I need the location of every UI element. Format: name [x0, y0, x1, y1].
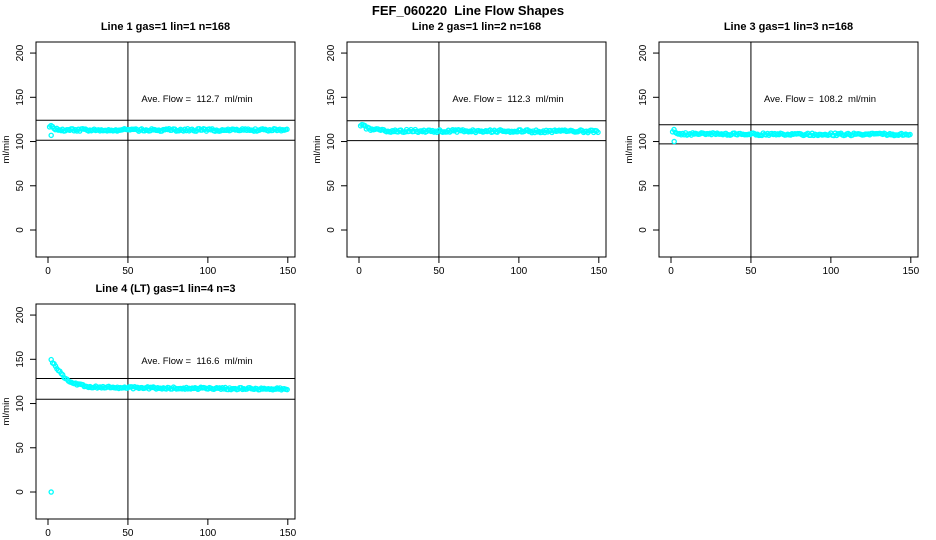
x-axis: 0 50 100 150 — [668, 257, 920, 276]
x-tick-label: 100 — [200, 528, 217, 538]
x-tick-label: 50 — [122, 528, 134, 538]
y-tick-label: 100 — [326, 133, 337, 150]
x-tick-label: 150 — [590, 266, 607, 276]
plot-area: 0 50 100 150 0 50 100 150 200 ml/min — [1, 303, 297, 538]
page-title: FEF_060220 Line Flow Shapes — [371, 3, 565, 18]
x-tick-label: 150 — [279, 528, 296, 538]
plot-area: 0 50 100 150 0 50 100 150 200 ml/min — [312, 41, 608, 276]
plot-box — [346, 41, 607, 258]
panel-title: Line 3 gas=1 lin=3 n=168 — [723, 21, 854, 33]
x-tick-label: 150 — [902, 266, 919, 276]
y-tick-label: 50 — [15, 442, 26, 454]
x-axis: 0 50 100 150 — [356, 257, 608, 276]
data-point — [595, 129, 601, 136]
y-tick-label: 200 — [326, 44, 337, 61]
y-tick-label: 200 — [638, 44, 649, 61]
y-axis: 0 50 100 150 200 — [326, 44, 347, 233]
outlier-point — [48, 132, 54, 139]
y-axis: 0 50 100 150 200 — [15, 44, 36, 233]
y-tick-label: 100 — [15, 395, 26, 412]
x-tick-label: 0 — [45, 266, 51, 276]
data-point — [907, 131, 913, 138]
x-tick-label: 100 — [200, 266, 217, 276]
data-points — [357, 121, 601, 136]
y-tick-label: 0 — [15, 227, 26, 233]
x-tick-label: 50 — [745, 266, 757, 276]
x-tick-label: 0 — [668, 266, 674, 276]
y-tick-label: 200 — [15, 44, 26, 61]
x-tick-label: 0 — [356, 266, 362, 276]
data-point — [284, 126, 290, 133]
ave-flow-annotation: Ave. Flow = 112.7 ml/min — [141, 94, 253, 105]
data-points — [46, 122, 290, 139]
x-tick-label: 0 — [45, 528, 51, 538]
y-tick-label: 50 — [15, 180, 26, 192]
y-axis: 0 50 100 150 200 — [638, 44, 659, 233]
plot-box — [658, 41, 919, 258]
y-tick-label: 0 — [15, 489, 26, 495]
y-axis-title: ml/min — [1, 136, 12, 164]
x-tick-label: 50 — [433, 266, 445, 276]
x-tick-label: 100 — [511, 266, 528, 276]
plot-box — [35, 303, 296, 520]
y-axis-title: ml/min — [312, 136, 323, 164]
x-tick-label: 150 — [279, 266, 296, 276]
ave-flow-annotation: Ave. Flow = 112.3 ml/min — [452, 94, 564, 105]
y-tick-label: 150 — [638, 89, 649, 106]
plot-area: 0 50 100 150 0 50 100 150 200 ml/min — [624, 41, 920, 276]
y-tick-label: 0 — [326, 227, 337, 233]
y-axis: 0 50 100 150 200 — [15, 306, 36, 495]
y-tick-label: 150 — [15, 351, 26, 368]
plot-box — [35, 41, 296, 258]
y-tick-label: 0 — [638, 227, 649, 233]
y-tick-label: 100 — [638, 133, 649, 150]
x-tick-label: 50 — [122, 266, 134, 276]
plot-panel-line-3: Line 3 gas=1 lin=3 n=168 Ave. Flow = 108… — [623, 14, 935, 276]
data-point — [284, 386, 290, 393]
ave-flow-annotation: Ave. Flow = 108.2 ml/min — [763, 94, 877, 105]
plot-panel-line-4: Line 4 (LT) gas=1 lin=4 n=3 Ave. Flow = … — [0, 276, 312, 538]
x-axis: 0 50 100 150 — [45, 257, 297, 276]
x-axis: 0 50 100 150 — [45, 519, 297, 538]
ave-flow-annotation: Ave. Flow = 116.6 ml/min — [141, 356, 253, 367]
y-tick-label: 50 — [326, 180, 337, 192]
data-points — [669, 126, 913, 145]
x-tick-label: 100 — [823, 266, 840, 276]
data-points — [48, 356, 290, 495]
y-tick-label: 50 — [638, 180, 649, 192]
plot-panel-line-2: Line 2 gas=1 lin=2 n=168 Ave. Flow = 112… — [311, 14, 623, 276]
outlier-point — [671, 138, 677, 145]
y-tick-label: 150 — [326, 89, 337, 106]
panel-title: Line 1 gas=1 lin=1 n=168 — [100, 21, 231, 33]
plot-area: 0 50 100 150 0 50 100 150 200 ml/min — [1, 41, 297, 276]
outlier-point — [48, 489, 54, 495]
panel-title: Line 2 gas=1 lin=2 n=168 — [411, 21, 542, 33]
y-tick-label: 200 — [15, 306, 26, 323]
plot-panel-line-1: Line 1 gas=1 lin=1 n=168 Ave. Flow = 112… — [0, 14, 312, 276]
y-tick-label: 100 — [15, 133, 26, 150]
y-tick-label: 150 — [15, 89, 26, 106]
y-axis-title: ml/min — [1, 398, 12, 426]
y-axis-title: ml/min — [624, 136, 635, 164]
panel-title: Line 4 (LT) gas=1 lin=4 n=3 — [95, 283, 236, 295]
